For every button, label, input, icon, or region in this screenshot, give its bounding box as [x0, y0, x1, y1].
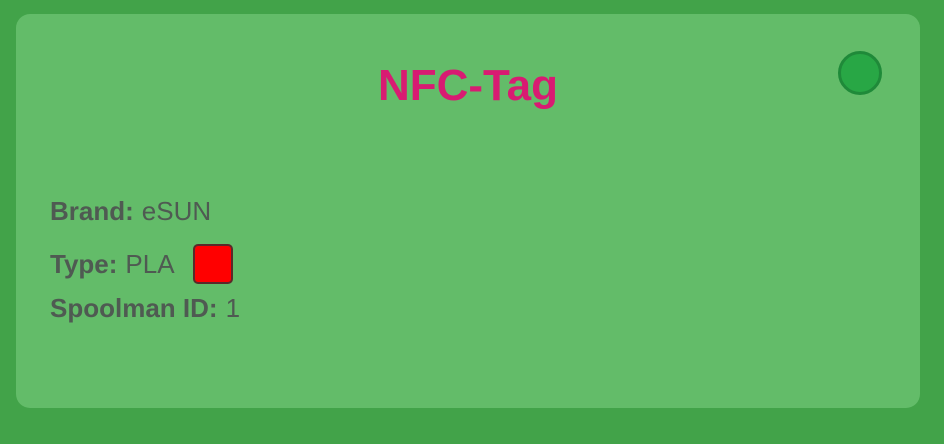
- type-label: Type:: [50, 249, 118, 279]
- spoolman-id-label: Spoolman ID:: [50, 293, 218, 323]
- type-value: PLA: [125, 249, 175, 279]
- brand-row: Brand: eSUN: [50, 198, 211, 224]
- spoolman-id-row: Spoolman ID: 1: [50, 295, 240, 321]
- status-indicator-icon: [838, 51, 882, 95]
- brand-value: eSUN: [141, 196, 212, 226]
- card-title: NFC-Tag: [377, 61, 559, 110]
- type-row: Type: PLA: [50, 244, 233, 284]
- brand-label: Brand:: [50, 196, 134, 226]
- filament-color-swatch: [192, 244, 233, 284]
- nfc-tag-card: NFC-Tag Brand: eSUN Type: PLA Spoolman I…: [16, 14, 920, 408]
- spoolman-id-value: 1: [225, 293, 241, 323]
